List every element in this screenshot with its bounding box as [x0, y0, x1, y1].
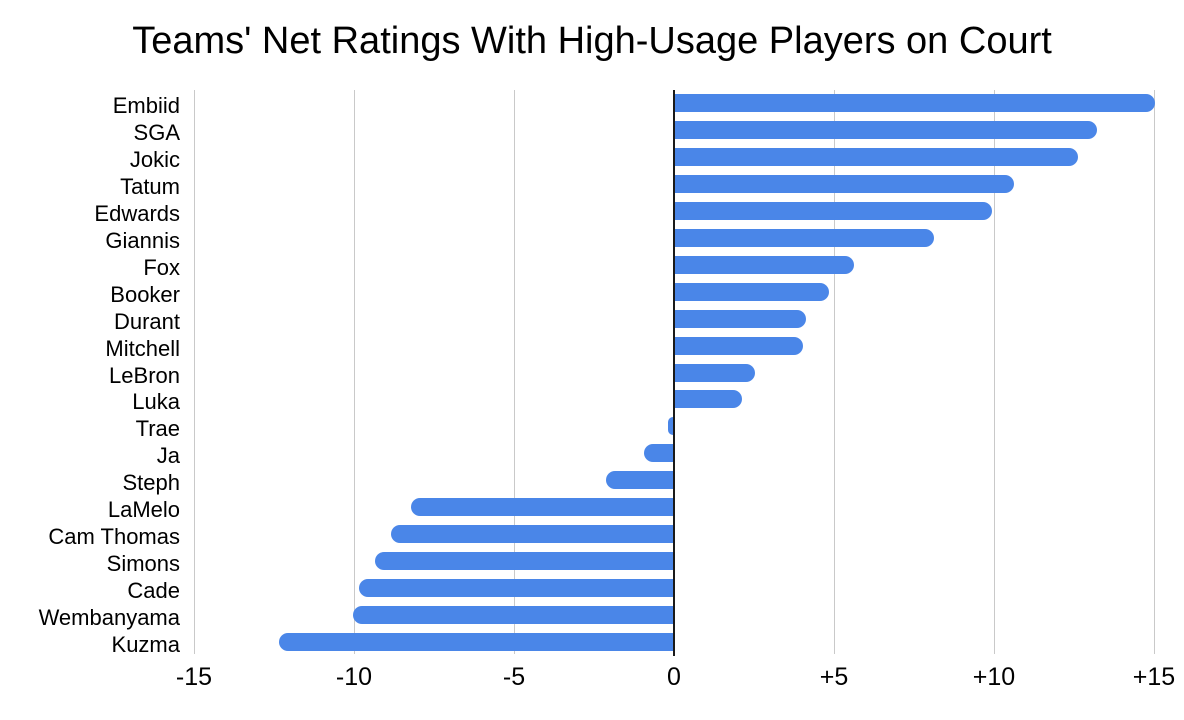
plot-area — [194, 90, 1155, 656]
bar-edwards — [675, 202, 992, 221]
bar-mitchell — [675, 336, 803, 355]
x-tick-label: -5 — [502, 663, 526, 691]
y-tick-label: Steph — [122, 470, 181, 496]
y-tick-label: Simons — [106, 550, 180, 576]
bar-simons — [375, 551, 673, 570]
bar-fox — [675, 255, 855, 274]
y-tick-label: Tatum — [120, 174, 180, 200]
bar-ja — [644, 444, 673, 463]
bar-booker — [675, 282, 829, 301]
y-tick-label: Cade — [127, 577, 180, 603]
bar-kuzma — [279, 632, 673, 651]
bar-steph — [605, 471, 673, 490]
x-tick-label: +15 — [1132, 663, 1176, 691]
y-tick-label: Ja — [156, 443, 180, 469]
gridline — [1154, 90, 1155, 654]
y-tick-label: Jokic — [129, 147, 180, 173]
bar-jokic — [675, 148, 1079, 167]
y-tick-label: Kuzma — [111, 631, 180, 657]
bar-luka — [675, 390, 743, 409]
y-tick-label: Durant — [113, 308, 180, 334]
x-tick-label: +5 — [819, 663, 849, 691]
gridline — [354, 90, 355, 654]
chart-title: Teams' Net Ratings With High-Usage Playe… — [132, 20, 1052, 62]
x-tick-label: -15 — [175, 663, 213, 691]
gridline — [514, 90, 515, 654]
bar-wembanyama — [353, 605, 673, 624]
y-tick-label: Edwards — [94, 201, 180, 227]
bar-cade — [359, 578, 673, 597]
bar-lebron — [675, 363, 755, 382]
y-tick-label: Luka — [132, 389, 180, 415]
gridline — [194, 90, 195, 654]
y-tick-label: Embiid — [112, 93, 180, 119]
y-tick-label: Cam Thomas — [48, 523, 180, 549]
y-axis-labels: Embiid SGA Jokic Tatum Edwards Giannis Fox Book… — [0, 93, 180, 658]
bar-cam-thomas — [391, 524, 673, 543]
gridline — [994, 90, 995, 654]
y-tick-label: LaMelo — [107, 497, 180, 523]
bar-tatum — [675, 175, 1015, 194]
x-tick-label: +10 — [972, 663, 1016, 691]
bar-sga — [675, 121, 1098, 140]
y-tick-label: Mitchell — [105, 335, 180, 361]
bar-trae — [668, 417, 673, 436]
zero-axis-line — [673, 90, 675, 656]
x-tick-label: 0 — [667, 663, 681, 691]
bar-durant — [675, 309, 807, 328]
y-tick-label: LeBron — [109, 362, 180, 388]
y-tick-label: Fox — [143, 254, 180, 280]
y-tick-label: Booker — [110, 281, 180, 307]
bar-lamelo — [410, 498, 673, 517]
bar-embiid — [675, 94, 1155, 113]
bar-giannis — [675, 228, 935, 247]
y-tick-label: Giannis — [105, 227, 180, 253]
y-tick-label: Trae — [135, 416, 180, 442]
gridline — [834, 90, 835, 654]
y-tick-label: SGA — [133, 120, 180, 146]
y-tick-label: Wembanyama — [38, 604, 180, 630]
x-tick-label: -10 — [335, 663, 373, 691]
